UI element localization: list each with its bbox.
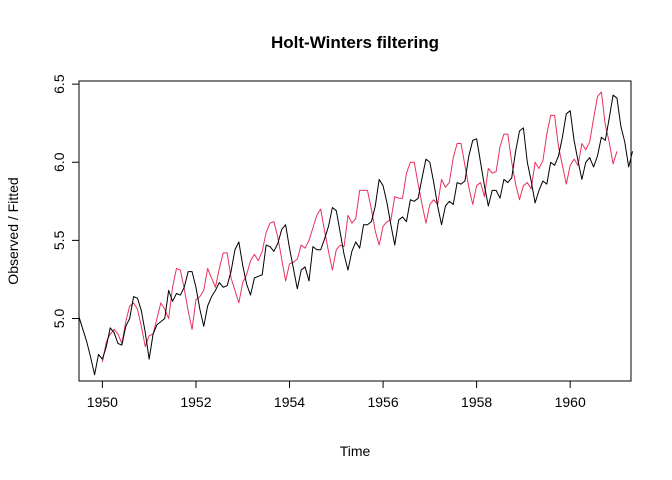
- x-tick-label: 1956: [367, 394, 398, 410]
- y-axis: 5.0 5.5 6.0 6.5: [51, 74, 80, 329]
- y-tick-label: 6.0: [51, 152, 67, 172]
- x-axis-label: Time: [340, 443, 371, 459]
- chart-title: Holt-Winters filtering: [271, 33, 439, 52]
- x-tick-label: 1954: [274, 394, 305, 410]
- y-axis-label: Observed / Fitted: [5, 177, 21, 284]
- y-tick-label: 5.0: [51, 309, 67, 329]
- y-tick-label: 6.5: [51, 74, 67, 94]
- fitted-series-line: [101, 91, 618, 363]
- y-tick-label: 5.5: [51, 230, 67, 250]
- series-layer: [78, 91, 634, 376]
- x-tick-label: 1960: [555, 394, 586, 410]
- x-tick-label: 1958: [461, 394, 492, 410]
- observed-series-line: [78, 94, 634, 376]
- x-tick-label: 1952: [180, 394, 211, 410]
- x-axis: 1950 1952 1954 1956 1958 1960: [87, 381, 586, 410]
- x-tick-label: 1950: [87, 394, 118, 410]
